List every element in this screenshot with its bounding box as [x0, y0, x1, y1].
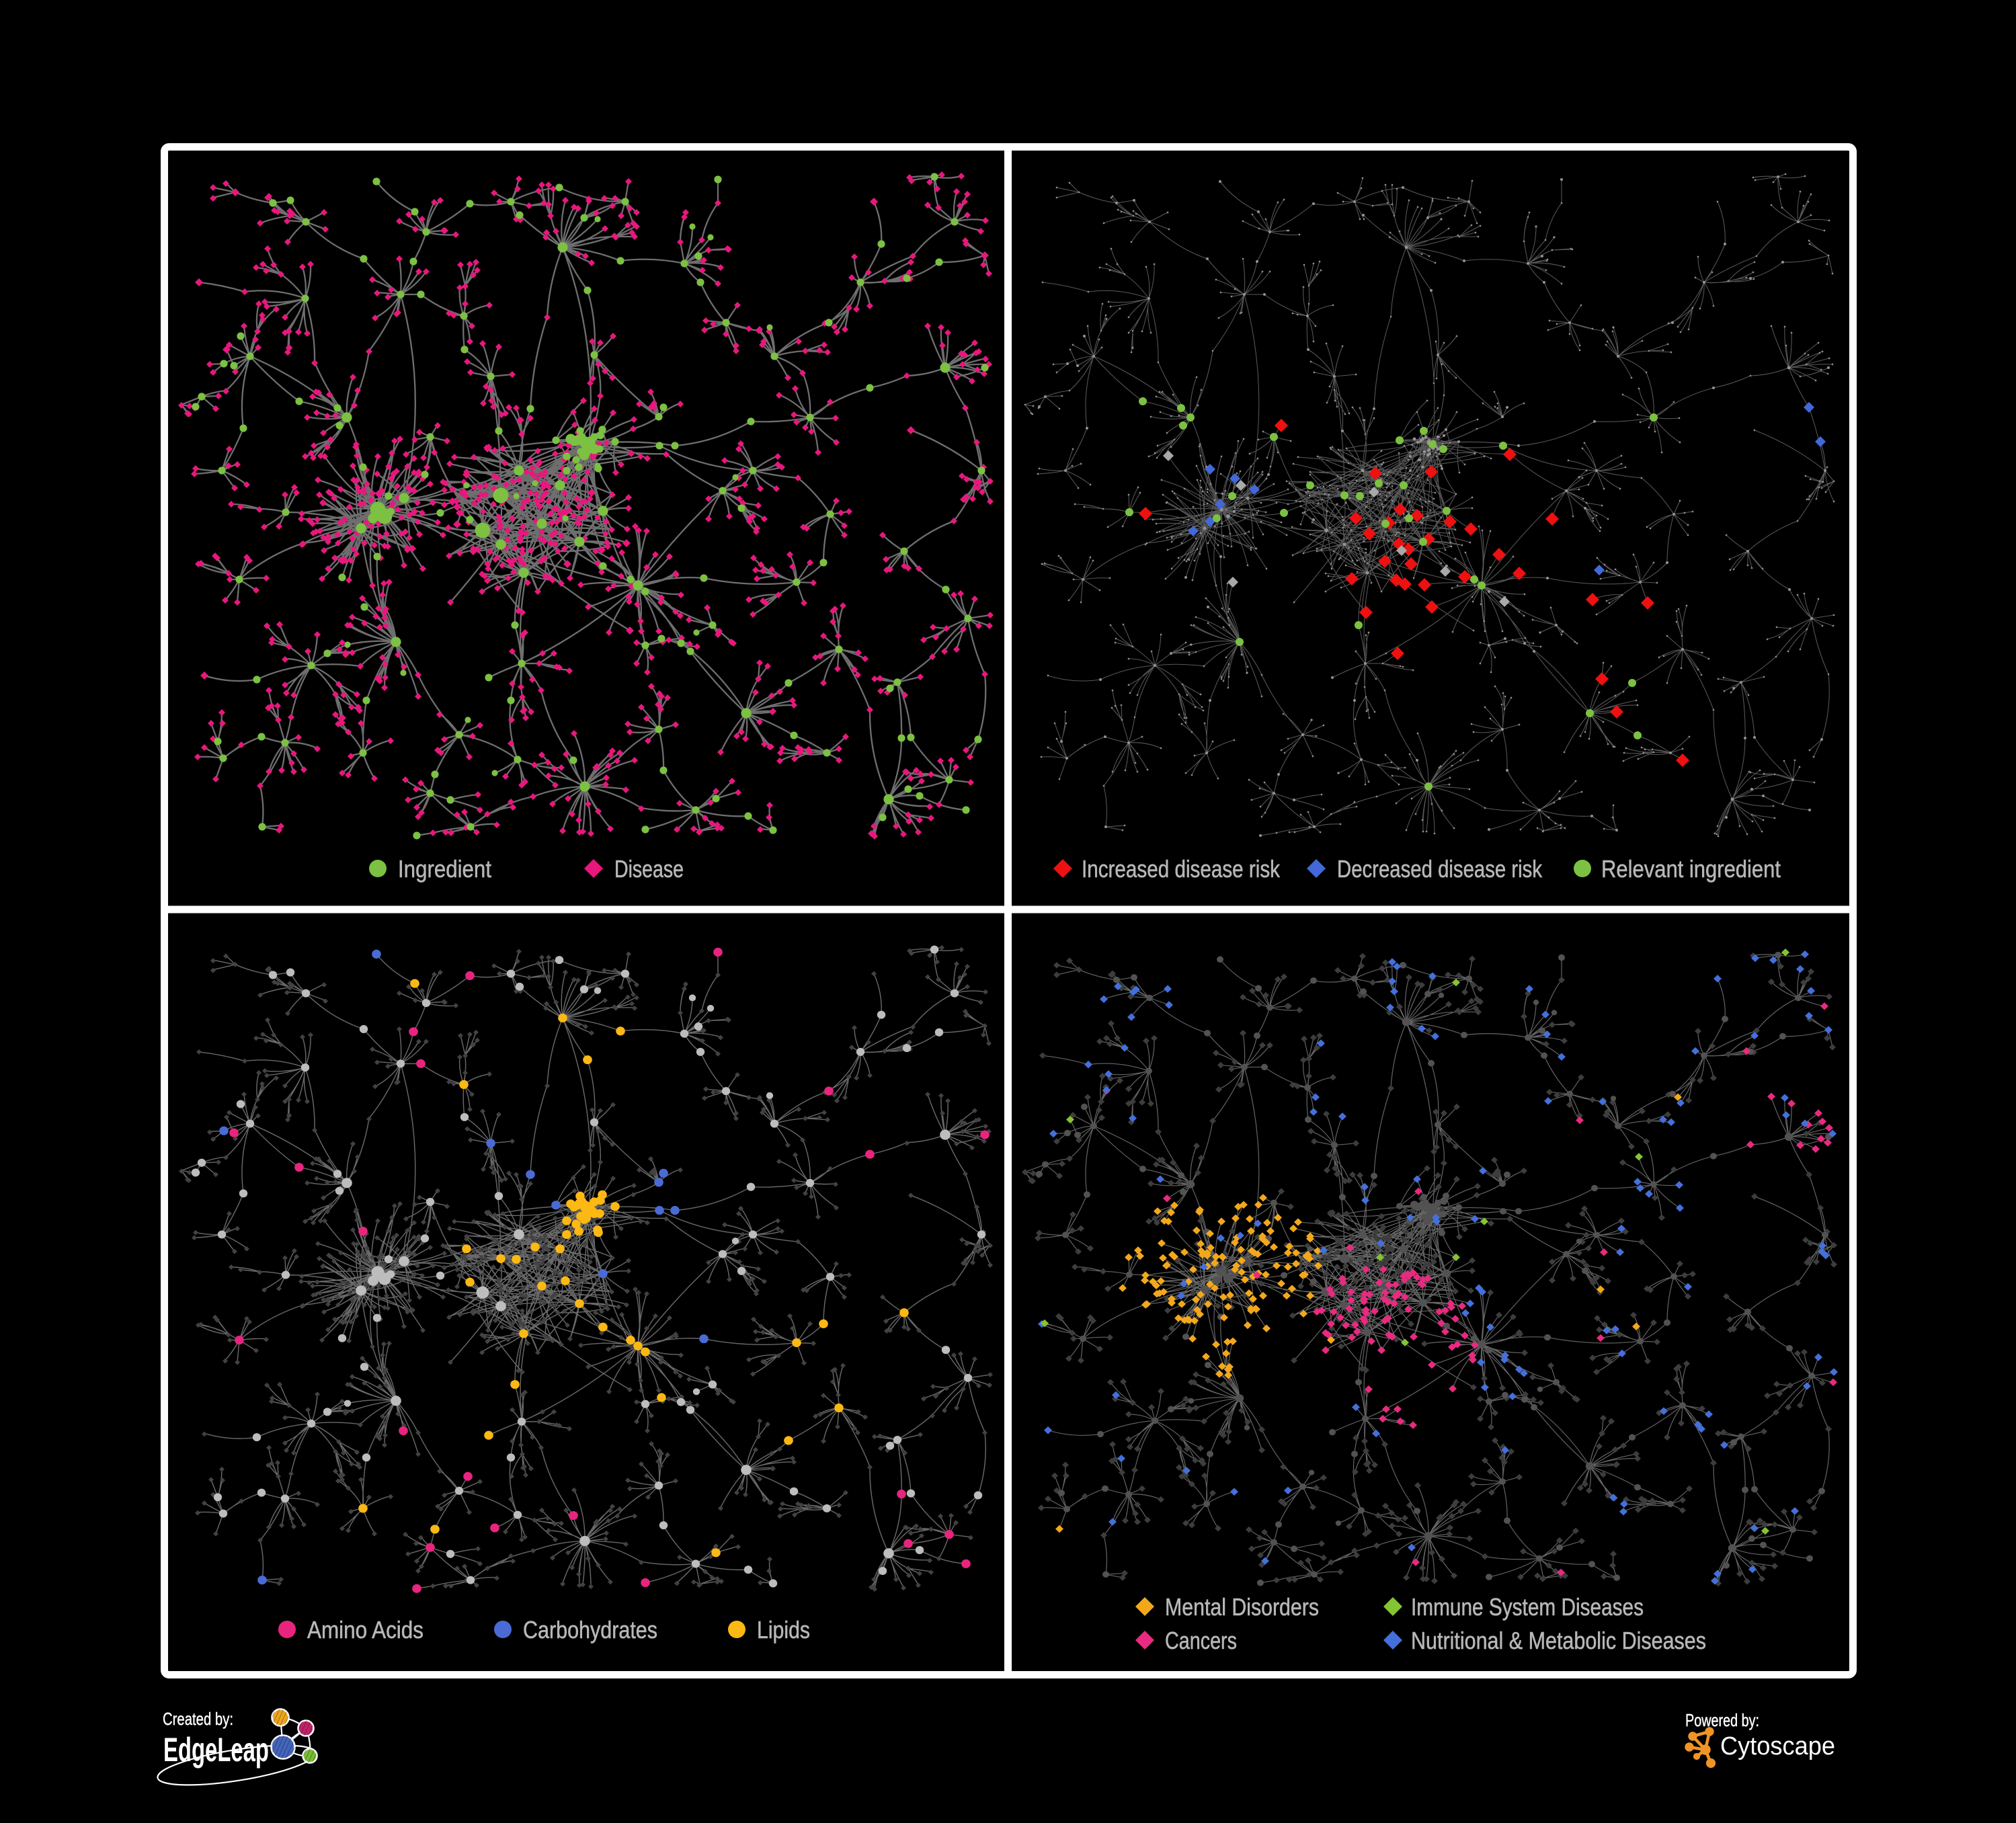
svg-text:Created by:: Created by: — [163, 1709, 233, 1729]
svg-text:Cancers: Cancers — [1165, 1627, 1237, 1654]
svg-text:Amino Acids: Amino Acids — [307, 1616, 424, 1644]
svg-text:Disease: Disease — [614, 855, 684, 883]
svg-text:Ingredient: Ingredient — [398, 855, 491, 883]
svg-text:Carbohydrates: Carbohydrates — [523, 1616, 657, 1644]
svg-text:Relevant ingredient: Relevant ingredient — [1601, 855, 1781, 883]
svg-text:Decreased disease risk: Decreased disease risk — [1337, 855, 1543, 883]
svg-text:Nutritional & Metabolic Diseas: Nutritional & Metabolic Diseases — [1411, 1627, 1706, 1654]
svg-text:Cytoscape: Cytoscape — [1720, 1732, 1835, 1760]
svg-text:Mental Disorders: Mental Disorders — [1165, 1593, 1319, 1621]
svg-text:Lipids: Lipids — [757, 1616, 810, 1644]
svg-text:Increased disease risk: Increased disease risk — [1082, 855, 1281, 883]
svg-text:Immune System Diseases: Immune System Diseases — [1411, 1593, 1644, 1621]
svg-text:Powered by:: Powered by: — [1685, 1710, 1759, 1730]
